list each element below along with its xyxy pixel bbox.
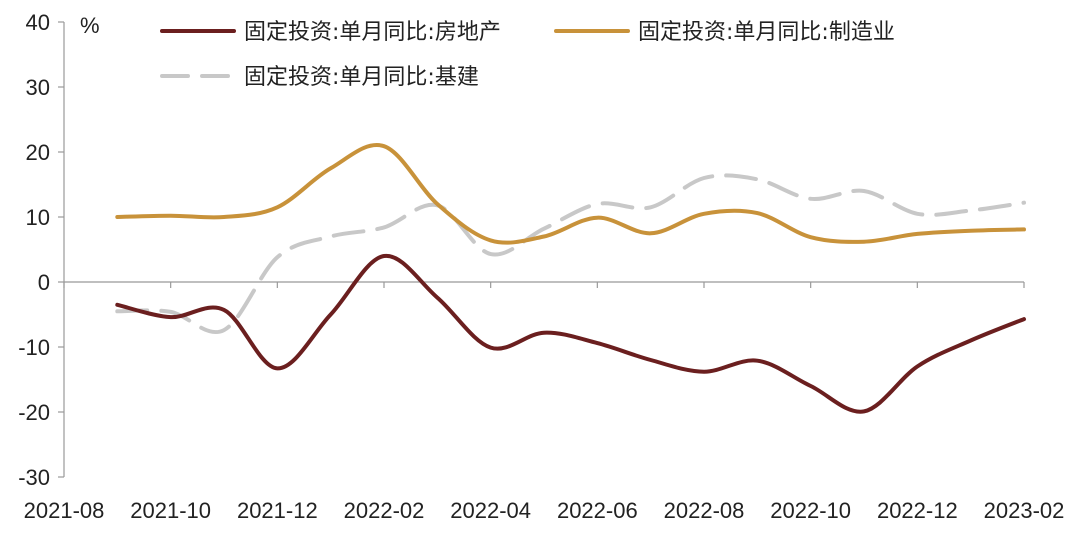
series-layer — [115, 143, 1026, 414]
series-line-3 — [115, 173, 1026, 334]
x-tick-label: 2022-12 — [877, 498, 958, 523]
y-tick-label: 0 — [38, 270, 50, 295]
axes: -30 -20 -10 0 10 20 30 40 2021-08 2021-10 2021-12 2… — [18, 10, 1064, 523]
x-tick-label: 2022-06 — [557, 498, 638, 523]
series-line-2 — [115, 143, 1026, 245]
y-tick-label: -30 — [18, 465, 50, 490]
legend-label-2: 固定投资:单月同比:制造业 — [638, 20, 895, 45]
legend-label-1: 固定投资:单月同比:房地产 — [244, 20, 501, 45]
x-tick-label: 2022-02 — [344, 498, 425, 523]
x-tick-label: 2021-12 — [237, 498, 318, 523]
y-tick-label: -10 — [18, 335, 50, 360]
y-tick-label: 40 — [26, 10, 50, 35]
y-tick-label: -20 — [18, 400, 50, 425]
x-tick-label: 2022-08 — [664, 498, 745, 523]
legend-label-3: 固定投资:单月同比:基建 — [244, 65, 479, 90]
x-tick-label: 2021-08 — [24, 498, 105, 523]
y-tick-label: 10 — [26, 205, 50, 230]
x-tick-label: 2022-04 — [450, 498, 531, 523]
y-tick-label: 20 — [26, 140, 50, 165]
x-tick-label: 2021-10 — [130, 498, 211, 523]
y-unit-label: % — [80, 13, 100, 38]
x-tick-label: 2023-02 — [984, 498, 1065, 523]
x-tick-label: 2022-10 — [770, 498, 851, 523]
series-line-1 — [115, 253, 1026, 414]
y-tick-label: 30 — [26, 75, 50, 100]
